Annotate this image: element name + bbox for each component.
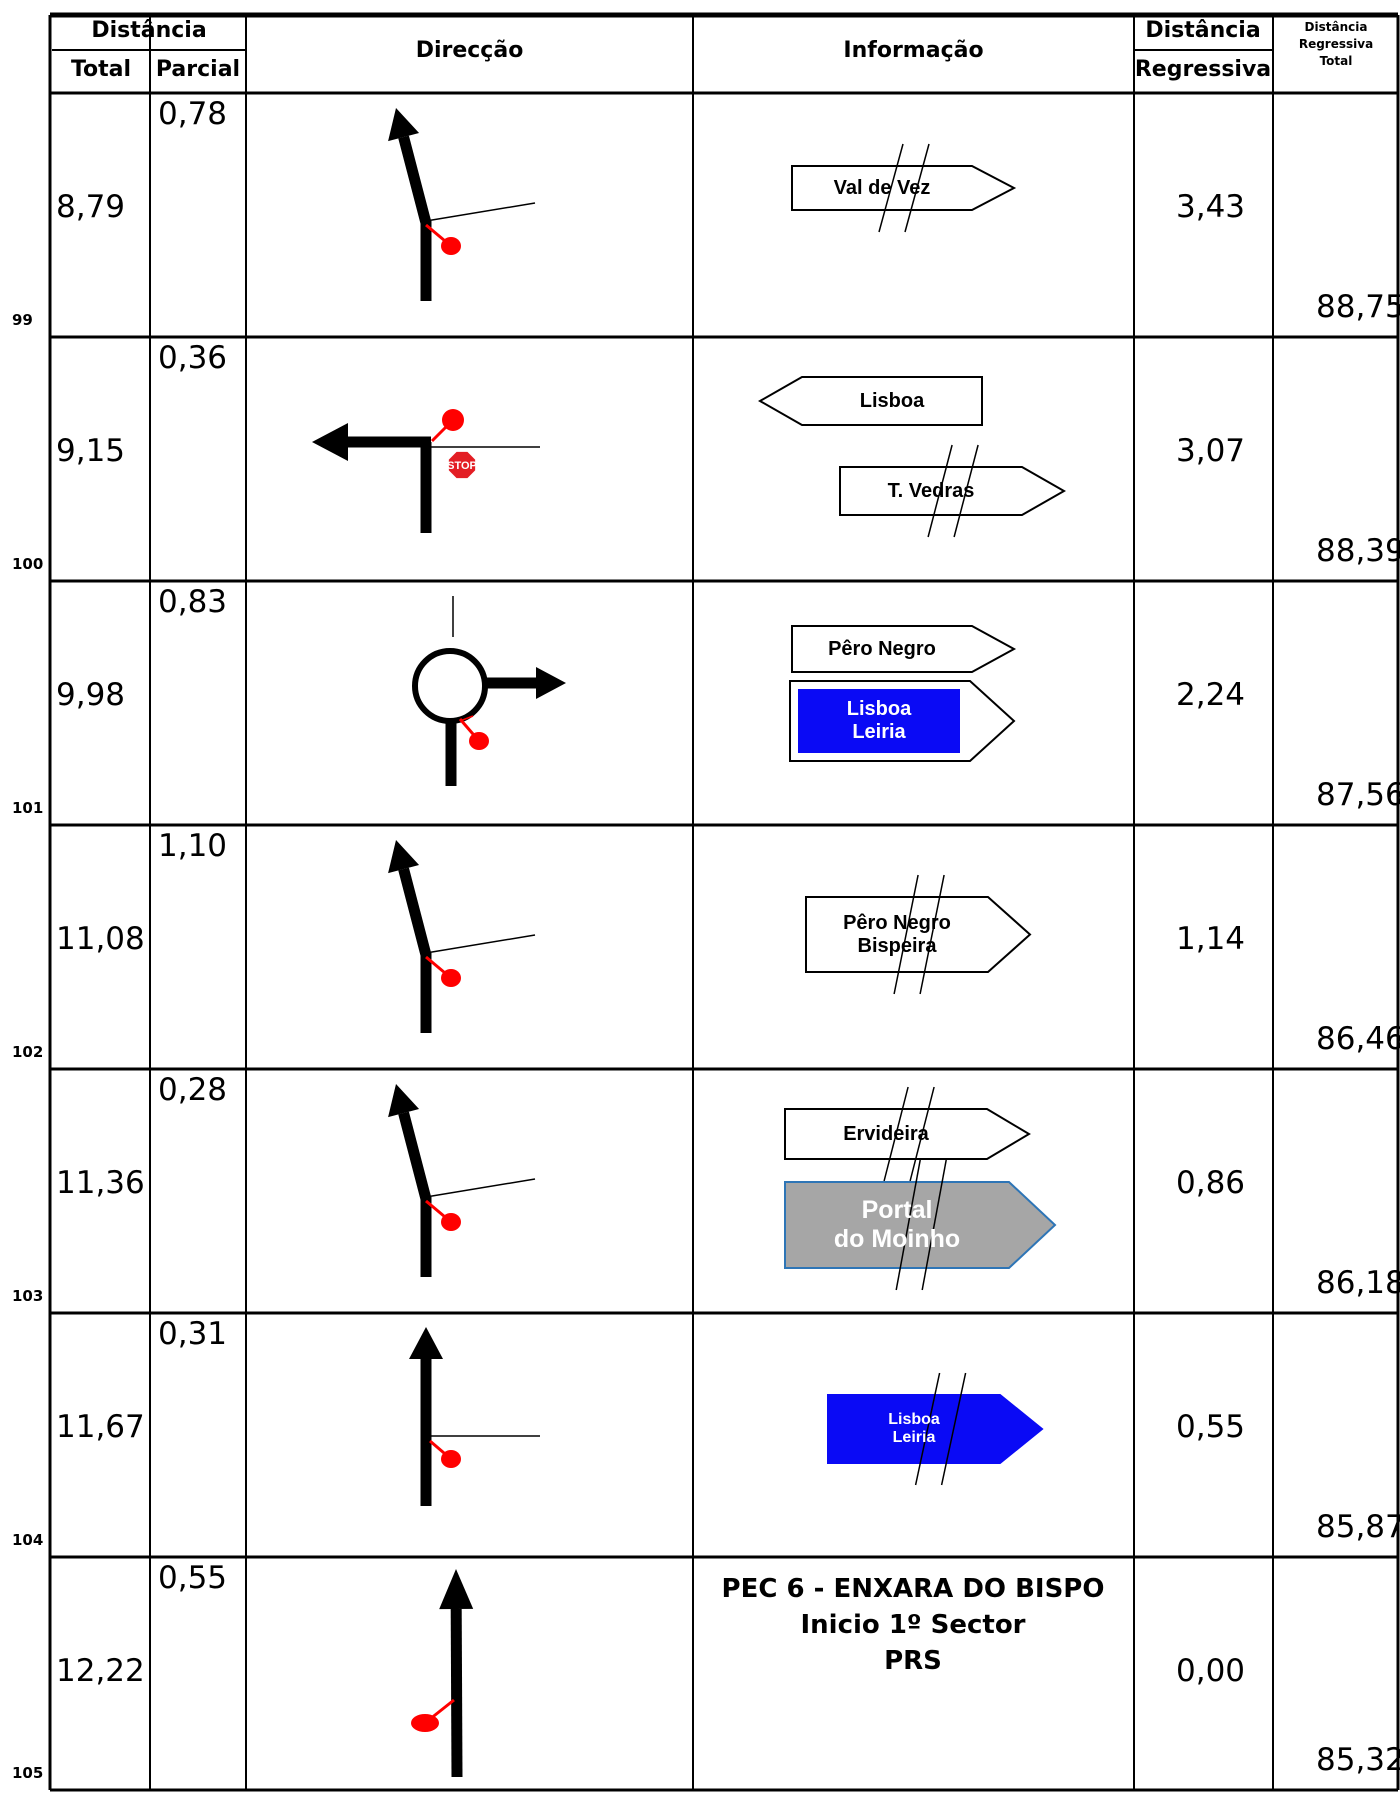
sign-label: Ervideira xyxy=(785,1109,987,1159)
direction-sign xyxy=(791,625,1017,673)
header-parcial: Parcial xyxy=(155,57,241,82)
row-partial-distance: 0,36 xyxy=(158,340,228,376)
header-direccao: Direcção xyxy=(415,38,524,63)
row-number: 104 xyxy=(12,1531,44,1549)
row-total-distance: 11,08 xyxy=(56,921,145,957)
row-regressive-distance: 0,55 xyxy=(1176,1409,1246,1445)
stop-sign-label: STOP xyxy=(447,460,477,472)
row-regressive-distance: 3,43 xyxy=(1176,189,1246,225)
row-regressive-total: 86,46 xyxy=(1316,1021,1400,1057)
sign-label-line: Val de Vez xyxy=(833,176,931,199)
row-partial-distance: 0,31 xyxy=(158,1316,228,1352)
sign-label-line: Lisboa xyxy=(859,389,925,412)
row-number: 102 xyxy=(12,1043,44,1061)
row-regressive-distance: 3,07 xyxy=(1176,433,1246,469)
row-number: 101 xyxy=(12,799,44,817)
row-regressive-total: 88,75 xyxy=(1316,289,1400,325)
row-total-distance: 11,67 xyxy=(56,1409,145,1445)
info-line: PEC 6 - ENXARA DO BISPO xyxy=(721,1574,1105,1604)
header-drt-line1: Distância xyxy=(1304,20,1368,34)
row-number: 103 xyxy=(12,1287,44,1305)
row-regressive-total: 85,87 xyxy=(1316,1509,1400,1545)
row-total-distance: 9,98 xyxy=(56,677,126,713)
sign-label-line: Ervideira xyxy=(843,1122,929,1145)
row-regressive-distance: 2,24 xyxy=(1176,677,1246,713)
row-total-distance: 12,22 xyxy=(56,1653,145,1689)
sign-label: Pêro Negro Bispeira xyxy=(806,897,988,972)
row-total-distance: 8,79 xyxy=(56,189,126,225)
sign-label-line: Portal xyxy=(861,1196,933,1225)
sign-label-line: T. Vedras xyxy=(887,479,975,502)
header-informacao: Informação xyxy=(843,38,984,63)
sign-label-line: Lisboa xyxy=(888,1410,940,1428)
sign-label-line: do Moinho xyxy=(833,1225,961,1253)
row-partial-distance: 1,10 xyxy=(158,828,228,864)
row-regressive-total: 88,39 xyxy=(1316,533,1400,569)
row-partial-distance: 0,55 xyxy=(158,1560,228,1596)
row-partial-distance: 0,78 xyxy=(158,96,228,132)
sign-label: Portal do Moinho xyxy=(785,1182,1009,1268)
row-regressive-total: 87,56 xyxy=(1316,777,1400,813)
direction-sign xyxy=(839,466,1067,516)
row-number: 100 xyxy=(12,555,44,573)
direction-sign xyxy=(791,165,1017,211)
header-drt-line2: Regressiva xyxy=(1298,37,1374,51)
sign-label-line: Pêro Negro xyxy=(843,911,951,934)
sign-label: Lisboa xyxy=(802,377,982,425)
header-total: Total xyxy=(70,57,132,82)
header-distancia-regressiva: Distância xyxy=(1145,18,1261,43)
row-regressive-total: 86,18 xyxy=(1316,1265,1400,1301)
row-regressive-distance: 1,14 xyxy=(1176,921,1246,957)
sign-label: Lisboa Leiria xyxy=(828,1395,1000,1463)
sign-label: Val de Vez xyxy=(792,166,972,210)
direction-sign xyxy=(784,1108,1031,1160)
row-number: 99 xyxy=(12,311,33,329)
sign-label: Lisboa Leiria xyxy=(798,681,960,761)
sign-label-line: Lisboa xyxy=(846,698,912,720)
sign-label-line: Bispeira xyxy=(857,934,937,957)
blue-sign-panel xyxy=(798,689,960,753)
header-drt-line3: Total xyxy=(1319,54,1353,68)
row-regressive-distance: 0,00 xyxy=(1176,1653,1246,1689)
sign-label: Pêro Negro xyxy=(792,626,972,672)
direction-sign xyxy=(784,1181,1057,1269)
row-total-distance: 9,15 xyxy=(56,433,126,469)
sign-label: T. Vedras xyxy=(840,467,1022,515)
header-regressiva: Regressiva xyxy=(1134,57,1272,82)
sign-label-line: Pêro Negro xyxy=(828,637,936,660)
row-partial-distance: 0,28 xyxy=(158,1072,228,1108)
row-number: 105 xyxy=(12,1764,44,1782)
info-line: PRS xyxy=(884,1646,942,1676)
row-regressive-total: 85,32 xyxy=(1316,1742,1400,1778)
header-distancia: Distância xyxy=(91,18,207,43)
row-regressive-distance: 0,86 xyxy=(1176,1165,1246,1201)
stop-sign xyxy=(447,450,477,480)
direction-sign xyxy=(805,896,1032,973)
row-partial-distance: 0,83 xyxy=(158,584,228,620)
sign-label-line: Leiria xyxy=(852,721,906,743)
row-total-distance: 11,36 xyxy=(56,1165,145,1201)
direction-sign xyxy=(827,1394,1044,1464)
info-line: Inicio 1º Sector xyxy=(800,1610,1026,1640)
sign-label-line: Leiria xyxy=(892,1429,936,1446)
direction-sign xyxy=(757,376,983,426)
